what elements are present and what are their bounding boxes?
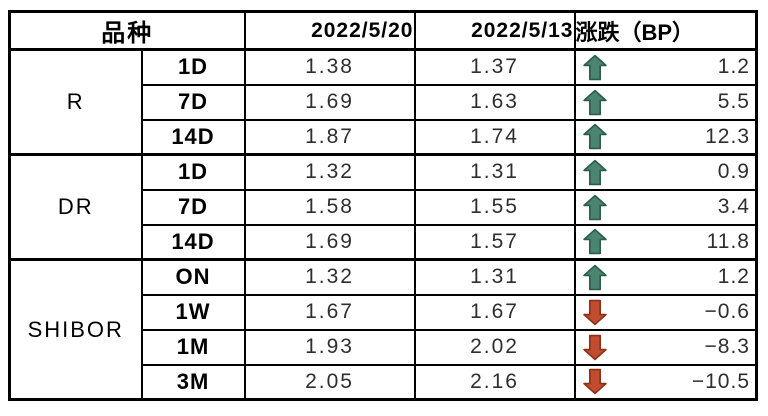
header-date-current: 2022/5/20 (243, 10, 416, 51)
value-current-cell: 1.69 (243, 83, 416, 121)
change-cell: 12.3 (573, 118, 758, 156)
header-date-previous: 2022/5/13 (413, 10, 576, 51)
header-change-bp: 涨跌（BP） (573, 10, 758, 51)
group-label-r: R (8, 48, 143, 156)
table-row: 14D 1.87 1.74 12.3 (10, 118, 758, 156)
table-row: DR 1D 1.32 1.31 0.9 (8, 153, 758, 261)
header-variety: 品种 (8, 10, 246, 51)
table-row: 7D 1.69 1.63 5.5 (10, 83, 758, 121)
rates-table-wrapper: 品种 2022/5/20 2022/5/13 涨跌（BP） R 1D 1.38 … (8, 10, 758, 401)
table-row: 1W 1.67 1.67 −0.6 (10, 293, 758, 331)
value-current-cell: 1.69 (243, 223, 416, 261)
value-current-cell: 1.67 (243, 293, 416, 331)
value-previous-cell: 1.37 (413, 48, 576, 86)
change-value: 0.9 (717, 160, 750, 184)
change-value: 1.2 (717, 55, 750, 79)
up-arrow-icon (582, 264, 608, 291)
value-current-cell: 1.58 (243, 188, 416, 226)
down-arrow-icon (582, 368, 608, 395)
up-arrow-icon (582, 228, 608, 255)
change-cell: 1.2 (573, 258, 758, 296)
table-row: 14D 1.69 1.57 11.8 (10, 223, 758, 261)
table-row: 1M 1.93 2.02 −8.3 (10, 328, 758, 366)
up-arrow-icon (582, 54, 608, 81)
change-value: −0.6 (704, 300, 750, 323)
up-arrow-icon (582, 194, 608, 221)
change-cell: 0.9 (573, 153, 758, 191)
value-previous-cell: 1.74 (413, 118, 576, 156)
group-label-dr: DR (8, 153, 143, 261)
tenor-cell: 1D (140, 48, 246, 86)
money-market-rates-table: 品种 2022/5/20 2022/5/13 涨跌（BP） R 1D 1.38 … (8, 10, 758, 401)
change-value: 1.2 (717, 265, 750, 289)
change-cell: −8.3 (573, 328, 758, 366)
table-row: 3M 2.05 2.16 −10.5 (10, 363, 758, 401)
change-cell: 1.2 (573, 48, 758, 86)
tenor-cell: 1D (140, 153, 246, 191)
value-previous-cell: 1.57 (413, 223, 576, 261)
value-current-cell: 1.38 (243, 48, 416, 86)
down-arrow-icon (582, 299, 608, 326)
tenor-cell: 1M (140, 328, 246, 366)
tenor-cell: 1W (140, 293, 246, 331)
up-arrow-icon (582, 123, 608, 150)
value-previous-cell: 2.16 (413, 363, 576, 401)
up-arrow-icon (582, 159, 608, 186)
tenor-cell: ON (140, 258, 246, 296)
change-value: 11.8 (706, 229, 750, 253)
up-arrow-icon (582, 89, 608, 116)
change-value: 3.4 (717, 195, 750, 218)
change-value: −8.3 (704, 335, 750, 358)
tenor-cell: 7D (140, 188, 246, 226)
value-previous-cell: 2.02 (413, 328, 576, 366)
value-current-cell: 1.32 (243, 153, 416, 191)
change-cell: 11.8 (573, 223, 758, 261)
tenor-cell: 3M (140, 363, 246, 401)
value-previous-cell: 1.67 (413, 293, 576, 331)
value-current-cell: 1.32 (243, 258, 416, 296)
change-value: 5.5 (717, 90, 750, 113)
down-arrow-icon (582, 334, 608, 361)
change-value: 12.3 (705, 124, 750, 148)
change-cell: −10.5 (573, 363, 758, 401)
header-row: 品种 2022/5/20 2022/5/13 涨跌（BP） (8, 10, 758, 51)
value-current-cell: 2.05 (243, 363, 416, 401)
change-cell: 3.4 (573, 188, 758, 226)
change-cell: −0.6 (573, 293, 758, 331)
value-previous-cell: 1.55 (413, 188, 576, 226)
value-previous-cell: 1.63 (413, 83, 576, 121)
value-previous-cell: 1.31 (413, 153, 576, 191)
value-previous-cell: 1.31 (413, 258, 576, 296)
value-current-cell: 1.93 (243, 328, 416, 366)
group-label-shibor: SHIBOR (8, 258, 143, 401)
value-current-cell: 1.87 (243, 118, 416, 156)
tenor-cell: 14D (140, 118, 246, 156)
tenor-cell: 7D (140, 83, 246, 121)
change-cell: 5.5 (573, 83, 758, 121)
table-row: SHIBOR ON 1.32 1.31 1.2 (8, 258, 758, 401)
tenor-cell: 14D (140, 223, 246, 261)
table-row: R 1D 1.38 1.37 1.2 (8, 48, 758, 156)
change-value: −10.5 (691, 369, 750, 393)
table-row: 7D 1.58 1.55 3.4 (10, 188, 758, 226)
